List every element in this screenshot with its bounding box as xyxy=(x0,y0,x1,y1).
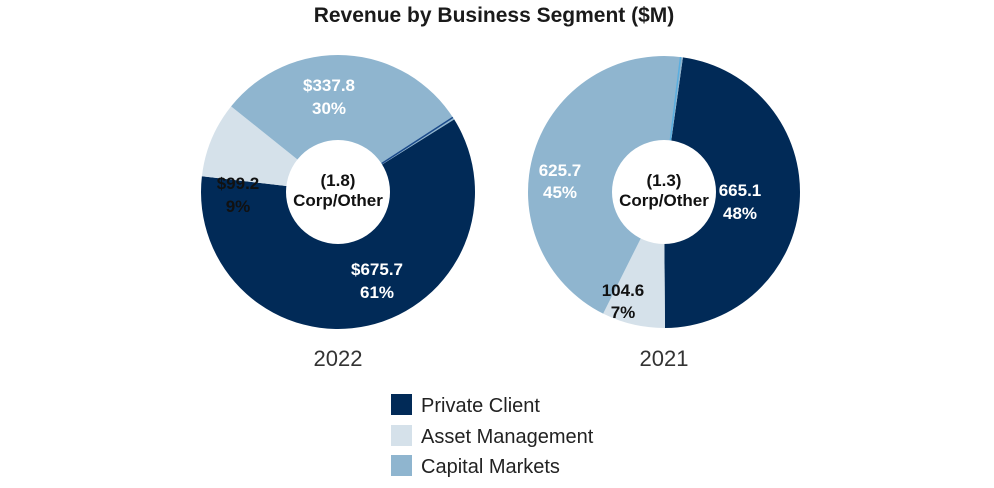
label-2022-capital-markets-value: $337.8 xyxy=(303,76,355,95)
label-2022-asset-management-value: $99.2 xyxy=(217,174,260,193)
center-2021-label: Corp/Other xyxy=(619,191,709,210)
legend: Private Client Asset Management Capital … xyxy=(391,394,594,478)
chart-title: Revenue by Business Segment ($M) xyxy=(314,4,675,27)
center-2022-value: (1.8) xyxy=(321,171,356,190)
label-2021-asset-management-value: 104.6 xyxy=(602,281,645,300)
label-2021-private-client-value: 665.1 xyxy=(719,181,762,200)
label-2021-capital-markets-pct: 45% xyxy=(543,183,577,202)
slice-2021-private-client xyxy=(664,57,801,328)
donut-2021 xyxy=(527,55,801,328)
legend-swatch-private-client xyxy=(391,394,412,415)
donut-hole-2022 xyxy=(286,140,390,244)
slice-2021-capital-markets xyxy=(527,55,683,314)
label-2021-capital-markets-value: 625.7 xyxy=(539,161,582,180)
label-2022-asset-management-pct: 9% xyxy=(226,197,251,216)
legend-label-private-client: Private Client xyxy=(421,395,540,417)
year-label-2021: 2021 xyxy=(640,346,689,371)
slice-2021-corp-other xyxy=(669,56,682,141)
center-2021-value: (1.3) xyxy=(647,171,682,190)
label-2022-private-client-pct: 61% xyxy=(360,283,394,302)
slice-2022-corp-other xyxy=(381,116,454,165)
year-label-2022: 2022 xyxy=(314,346,363,371)
label-2022-capital-markets-pct: 30% xyxy=(312,99,346,118)
legend-label-capital-markets: Capital Markets xyxy=(421,456,560,478)
label-2022-private-client-value: $675.7 xyxy=(351,260,403,279)
label-2021-private-client-pct: 48% xyxy=(723,204,757,223)
legend-label-asset-management: Asset Management xyxy=(421,426,594,448)
donut-2022 xyxy=(200,55,475,330)
label-2021-asset-management-pct: 7% xyxy=(611,303,636,322)
legend-swatch-capital-markets xyxy=(391,455,412,476)
slice-2022-capital-markets xyxy=(231,55,455,193)
center-2022-label: Corp/Other xyxy=(293,191,383,210)
legend-swatch-asset-management xyxy=(391,425,412,446)
donut-hole-2021 xyxy=(612,140,716,244)
